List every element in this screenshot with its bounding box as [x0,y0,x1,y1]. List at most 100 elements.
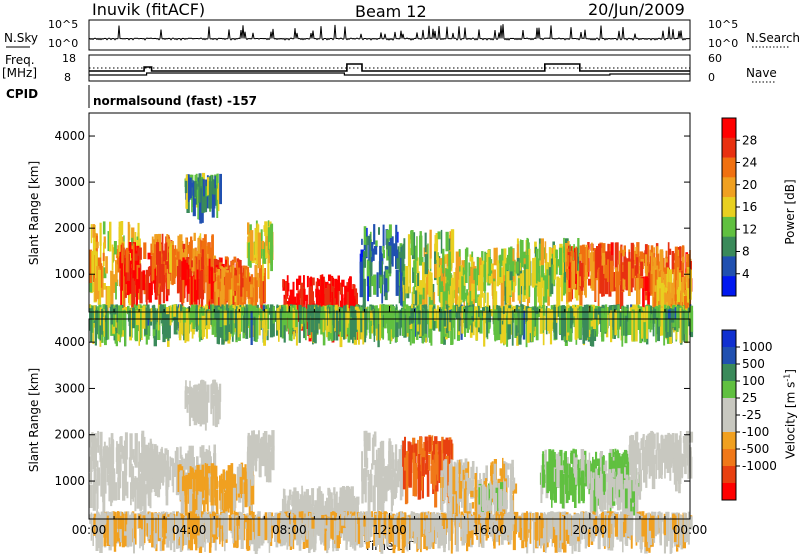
heatmap-cell [548,247,551,268]
heatmap-cell [639,448,641,473]
heatmap-cell [659,249,664,278]
heatmap-cell [166,310,170,322]
heatmap-cell [232,487,236,511]
heatmap-cell [632,455,636,492]
heatmap-cell [574,475,577,508]
heatmap-cell [601,456,604,476]
heatmap-cell [395,224,398,255]
heatmap-cell [402,465,406,490]
heatmap-cell [467,477,472,494]
heatmap-cell [570,246,573,254]
heatmap-cell [346,304,349,328]
heatmap-cell [487,497,490,520]
heatmap-cell [99,445,102,455]
heatmap-cell [500,474,504,487]
heatmap-cell [311,488,315,506]
heatmap-cell [125,247,129,273]
heatmap-cell [372,434,375,445]
heatmap-cell [414,269,417,287]
heatmap-cell [599,487,602,512]
heatmap-cell [169,243,172,273]
heatmap-cell [515,261,519,274]
heatmap-cell [644,449,649,462]
heatmap-cell [592,261,595,278]
heatmap-cell [185,462,189,470]
heatmap-cell [347,287,350,295]
nave-baseline-series [89,72,690,76]
heatmap-cell [618,453,621,483]
heatmap-cell [376,458,380,482]
heatmap-cell [571,468,575,502]
heatmap-cell [259,265,263,296]
heatmap-cell [158,233,162,258]
heatmap-cell [442,487,446,500]
heatmap-cell [674,433,678,445]
heatmap-cell [689,305,694,332]
heatmap-cell [198,486,202,522]
heatmap-cell [408,306,411,317]
heatmap-cell [433,464,437,486]
heatmap-cell [441,436,444,454]
heatmap-cell [591,310,595,347]
heatmap-cell [219,173,222,205]
heatmap-cell [97,285,102,305]
heatmap-cell [154,234,158,245]
heatmap-cell [470,306,473,317]
heatmap-cell [221,267,224,300]
heatmap-cell [96,266,100,300]
heatmap-cell [213,451,216,470]
heatmap-cell [227,287,231,310]
heatmap-cell [446,497,449,533]
colorbar-tick-label: 20 [742,178,757,192]
heatmap-cell [373,274,377,295]
heatmap-cell [106,460,109,482]
heatmap-cell [397,460,399,488]
heatmap-cell [404,436,406,448]
heatmap-cell [134,270,137,294]
heatmap-cell [330,498,333,514]
heatmap-cell [493,247,497,266]
heatmap-cell [281,311,284,322]
heatmap-cell [643,311,646,323]
heatmap-cell [156,260,159,296]
heatmap-cell [416,236,418,261]
heatmap-cell [182,252,186,263]
heatmap-cell [616,454,619,483]
cpid-label: CPID [6,87,39,101]
heatmap-cell [610,260,614,292]
heatmap-cell [99,222,102,246]
heatmap-cell [374,305,378,329]
heatmap-cell [130,482,132,506]
heatmap-cell [156,462,160,476]
heatmap-cell [538,243,543,252]
heatmap-cell [620,473,623,503]
heatmap-cell [679,246,682,258]
heatmap-cell [555,255,558,275]
heatmap-cell [258,307,261,336]
heatmap-cell [305,489,309,508]
heatmap-cell [97,431,99,453]
heatmap-cell [398,449,402,478]
heatmap-cell [247,242,250,266]
heatmap-cell [458,459,461,484]
heatmap-cell [364,236,368,258]
heatmap-cell [564,451,567,485]
heatmap-cell [399,473,403,488]
heatmap-cell [94,251,98,270]
heatmap-cell [510,463,514,476]
heatmap-cell [641,440,644,471]
heatmap-cell [148,468,150,476]
heatmap-cell [499,309,502,335]
heatmap-cell [138,267,141,289]
heatmap-cell [338,496,341,519]
heatmap-cell [122,445,126,464]
cpid-value: normalsound (fast) -157 [93,94,258,108]
heatmap-cell [397,459,400,474]
heatmap-cell [647,305,651,330]
heatmap-cell [250,311,253,345]
heatmap-cell [495,493,498,519]
heatmap-cell [638,489,642,500]
heatmap-cell [676,289,680,303]
heatmap-cell [185,308,189,334]
heatmap-cell [425,460,428,468]
